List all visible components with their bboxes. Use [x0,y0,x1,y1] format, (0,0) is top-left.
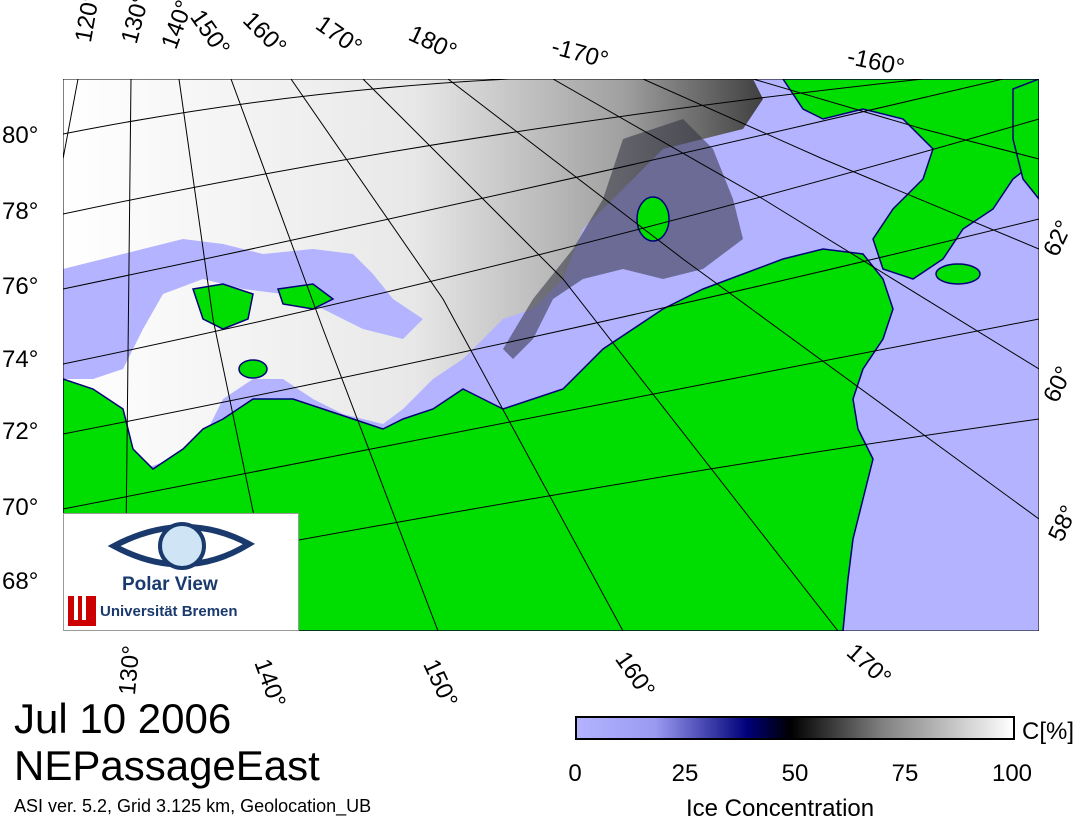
top-lon-120: 120° [70,0,106,45]
top-lon-160: 160° [237,6,292,61]
top-lon-170: 170° [310,10,367,61]
open-water-pocket [63,239,423,379]
ice-concentration-colorbar [575,716,1015,740]
lat-68: 68° [2,568,39,595]
top-lon-180: 180° [404,20,461,66]
lat-62: 62° [1038,216,1078,261]
colorbar-title: Ice Concentration [686,795,875,822]
bottom-lon-130: 130° [114,644,146,697]
dark-ice-band [503,119,743,359]
wrangel-island [636,196,670,242]
polar-view-logo: Polar View Universität Bremen [63,513,299,631]
land-chukotka [782,79,1039,280]
lat-76: 76° [2,273,39,300]
metadata-label: ASI ver. 5.2, Grid 3.125 km, Geolocation… [14,796,372,816]
colorbar-tick-0: 0 [568,760,582,787]
date-label: Jul 10 2006 [14,695,232,742]
bottom-lon-170: 170° [841,638,897,692]
lat-74: 74° [2,346,39,373]
logo-institution: Universität Bremen [100,603,238,620]
lat-78: 78° [2,198,39,225]
colorbar-tick-50: 50 [781,760,809,787]
lat-72: 72° [2,418,39,445]
colorbar-tick-75: 75 [891,760,919,787]
bottom-lon-150: 150° [417,655,463,712]
island-small-3 [935,263,981,285]
region-label: NEPassageEast [14,742,320,789]
colorbar-tick-25: 25 [671,760,699,787]
lat-80: 80° [2,122,39,149]
top-lon-130: 130° [116,0,155,47]
lat-60: 60° [1038,362,1078,407]
island-small-2 [238,359,268,379]
colorbar-tick-100: 100 [991,760,1033,787]
lat-58: 58° [1043,501,1083,546]
top-lon-150: 150° [184,4,236,62]
top-lon-m170: -170° [548,33,612,75]
colorbar-unit: C[%] [1022,718,1075,745]
bottom-lon-140: 140° [248,655,291,712]
sea-ice [63,79,763,469]
logo-name: Polar View [122,574,218,595]
eye-logo-graphic [68,522,256,626]
new-siberian-islands [192,283,254,330]
land-alaska [1012,79,1039,201]
top-lon-m160: -160° [844,43,907,82]
bottom-lon-160: 160° [609,646,661,704]
lat-70: 70° [2,494,39,521]
